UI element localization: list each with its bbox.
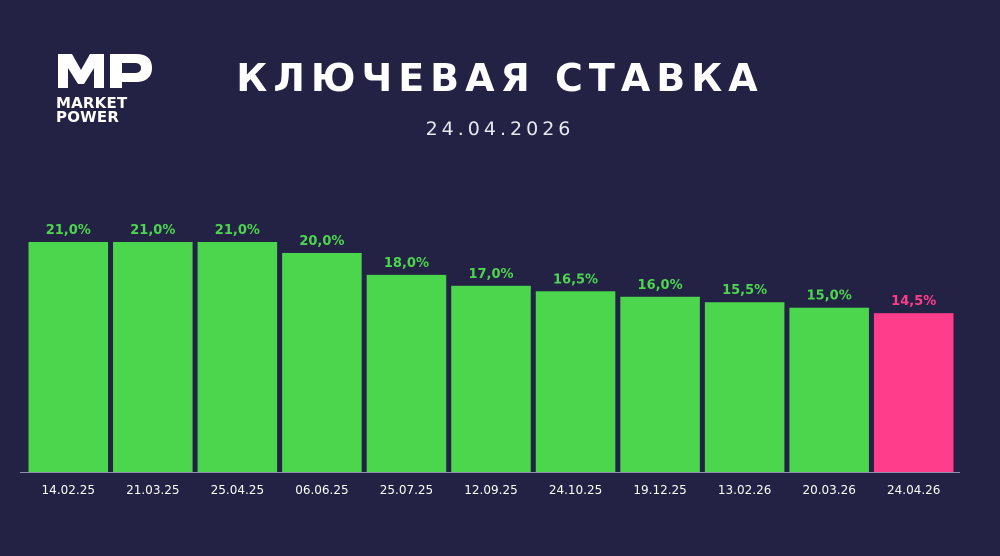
value-label: 15,0%	[807, 289, 852, 304]
x-tick-label: 12.09.25	[464, 483, 517, 497]
x-tick-label: 20.03.26	[802, 483, 855, 497]
value-label: 17,0%	[468, 267, 513, 282]
value-label: 18,0%	[384, 256, 429, 271]
x-tick-label: 21.03.25	[126, 483, 179, 497]
bar-25.04.25	[197, 242, 278, 472]
bar-24.10.25	[535, 291, 616, 472]
value-label: 14,5%	[891, 294, 936, 309]
x-tick-label: 14.02.25	[42, 483, 95, 497]
bar-25.07.25	[366, 274, 447, 472]
value-label: 21,0%	[130, 223, 175, 238]
x-tick-label: 25.04.25	[211, 483, 264, 497]
logo-mark-icon	[58, 54, 152, 88]
x-tick-label: 24.04.26	[887, 483, 940, 497]
logo-line-market: MARKET	[56, 94, 128, 112]
bar-20.03.26	[789, 307, 869, 472]
bar-14.02.25	[28, 242, 109, 472]
x-tick-label: 24.10.25	[549, 483, 602, 497]
x-tick-label: 25.07.25	[380, 483, 433, 497]
value-label: 21,0%	[215, 223, 260, 238]
logo-line-power: POWER	[56, 108, 120, 126]
bar-24.04.26	[873, 313, 954, 472]
page-title: КЛЮЧЕВАЯ СТАВКА	[236, 56, 764, 100]
bar-21.03.25	[113, 242, 193, 472]
bar-13.02.26	[704, 302, 785, 472]
value-label: 15,5%	[722, 283, 767, 298]
page-date: 24.04.2026	[425, 118, 575, 140]
value-label: 16,5%	[553, 272, 598, 287]
x-tick-label: 19.12.25	[633, 483, 686, 497]
bar-06.06.25	[282, 252, 362, 472]
value-label: 16,0%	[638, 278, 683, 293]
bar-19.12.25	[620, 296, 700, 472]
value-label: 21,0%	[46, 223, 91, 238]
x-tick-label: 06.06.25	[295, 483, 348, 497]
bar-12.09.25	[451, 285, 531, 472]
x-tick-label: 13.02.26	[718, 483, 771, 497]
logo: MARKET POWER	[56, 50, 156, 126]
value-label: 20,0%	[299, 234, 344, 249]
